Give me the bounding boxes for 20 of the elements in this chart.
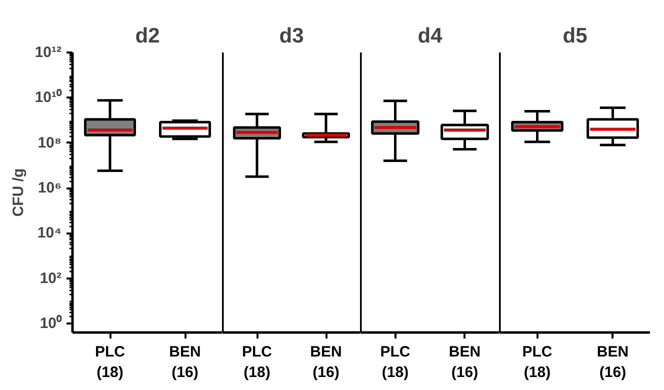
y-tick-label: 10⁶ xyxy=(38,180,62,197)
chart-title: d3 xyxy=(279,24,304,48)
x-tick-label: PLC (18) xyxy=(380,344,410,381)
y-tick-label: 10⁰ xyxy=(40,314,62,332)
x-tick-label: PLC (18) xyxy=(522,344,552,381)
chart-title: d4 xyxy=(418,24,443,48)
x-tick-label: BEN (16) xyxy=(310,344,342,381)
x-tick-label: PLC (18) xyxy=(95,344,126,381)
x-tick-label: BEN (16) xyxy=(448,344,481,381)
y-tick-label: 10² xyxy=(40,270,62,287)
x-tick-label: BEN (16) xyxy=(596,344,629,381)
x-tick-label: PLC (18) xyxy=(242,344,272,381)
chart-title: d5 xyxy=(562,24,588,48)
y-tick-label: 10¹⁰ xyxy=(34,88,62,106)
y-axis-title: CFU /g xyxy=(10,168,27,217)
y-tick-label: 10¹² xyxy=(34,44,62,61)
y-tick-label: 10⁴ xyxy=(37,224,62,242)
chart-title: d2 xyxy=(135,24,160,48)
y-tick-label: 10⁸ xyxy=(38,134,62,152)
x-tick-label: BEN (16) xyxy=(169,344,201,381)
